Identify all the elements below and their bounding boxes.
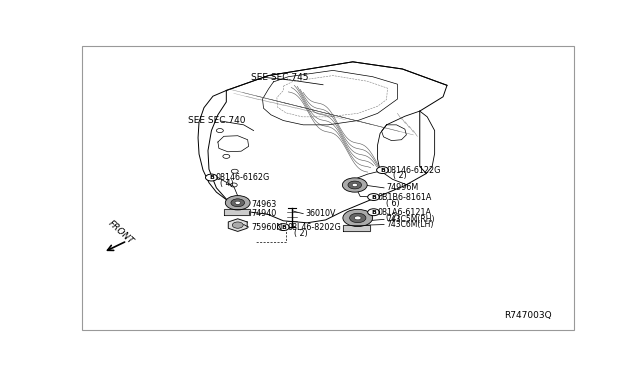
Text: ( 4): ( 4): [220, 179, 234, 188]
Circle shape: [367, 209, 380, 216]
Polygon shape: [224, 209, 250, 215]
Text: B: B: [209, 175, 214, 180]
Text: 36010V: 36010V: [306, 209, 336, 218]
Circle shape: [231, 169, 238, 173]
Circle shape: [343, 209, 372, 227]
Circle shape: [348, 181, 362, 189]
Text: ( 2): ( 2): [394, 171, 407, 180]
Text: 75960N: 75960N: [251, 222, 282, 232]
Text: 08L46-8202G: 08L46-8202G: [287, 222, 341, 232]
Text: SEE SEC.740: SEE SEC.740: [188, 116, 246, 125]
Text: SEE SEC.745: SEE SEC.745: [251, 73, 308, 82]
Text: B: B: [371, 195, 376, 199]
Circle shape: [349, 213, 366, 223]
Text: 08146-6162G: 08146-6162G: [216, 173, 269, 182]
Circle shape: [342, 178, 367, 192]
Circle shape: [223, 154, 230, 158]
Text: 0B1B6-8161A: 0B1B6-8161A: [378, 193, 432, 202]
Circle shape: [231, 199, 244, 207]
Circle shape: [216, 129, 223, 132]
Polygon shape: [228, 219, 247, 231]
Circle shape: [205, 174, 218, 181]
Text: ( 2): ( 2): [294, 229, 308, 238]
Text: ( 2): ( 2): [385, 214, 399, 222]
Text: 081A6-6121A: 081A6-6121A: [378, 208, 431, 217]
Text: 743C6M(LH): 743C6M(LH): [387, 220, 434, 229]
Text: B: B: [380, 168, 385, 173]
Circle shape: [235, 201, 241, 204]
Circle shape: [230, 183, 237, 187]
Circle shape: [277, 224, 289, 231]
Circle shape: [376, 167, 388, 173]
Polygon shape: [342, 225, 370, 231]
Text: R747003Q: R747003Q: [504, 311, 552, 320]
Text: FRONT: FRONT: [106, 219, 135, 246]
Text: B: B: [371, 210, 376, 215]
Circle shape: [367, 193, 380, 201]
Text: 74996M: 74996M: [387, 183, 419, 192]
Text: 74963: 74963: [251, 200, 276, 209]
Circle shape: [225, 196, 250, 210]
Text: 08146-6122G: 08146-6122G: [387, 166, 441, 174]
Text: B: B: [281, 225, 286, 230]
Text: 743C5M(RH): 743C5M(RH): [387, 215, 435, 224]
Circle shape: [232, 222, 243, 228]
Circle shape: [352, 183, 358, 187]
Circle shape: [355, 216, 361, 220]
Text: 74940: 74940: [251, 209, 276, 218]
Text: ( 6): ( 6): [385, 199, 399, 208]
